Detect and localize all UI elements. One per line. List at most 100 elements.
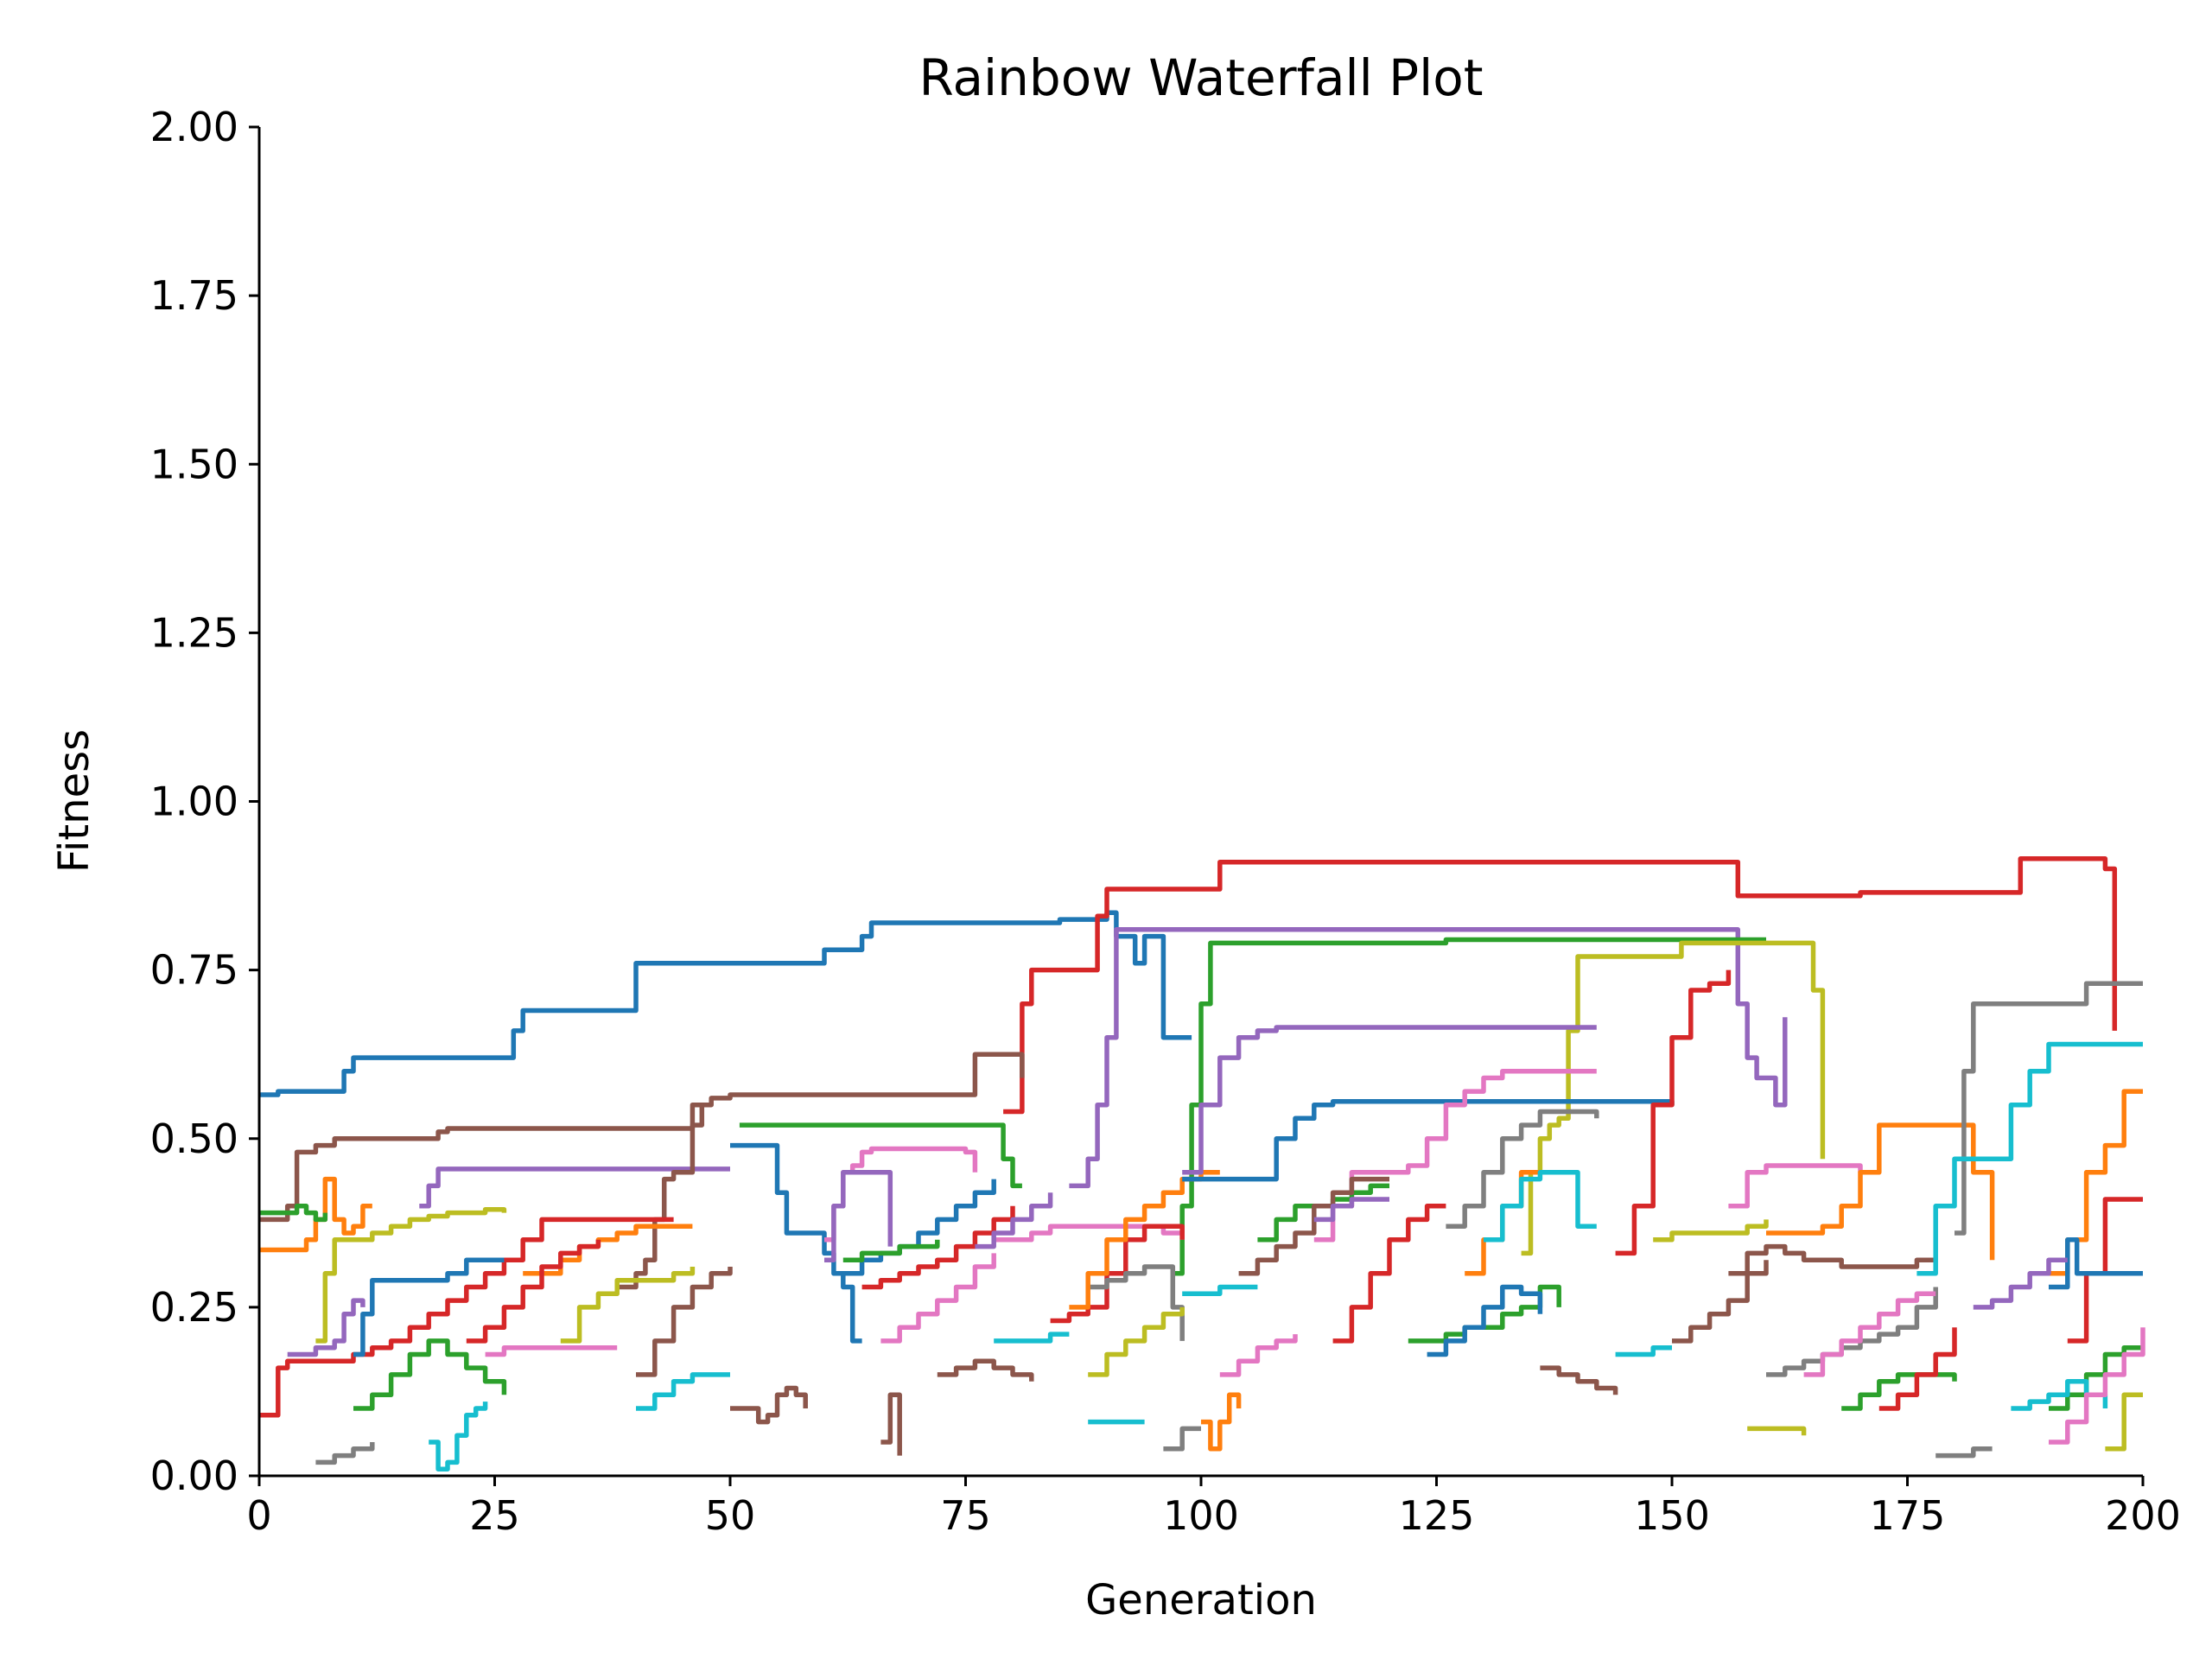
series-line-48 bbox=[1484, 1170, 1597, 1243]
series-line-17 bbox=[287, 1298, 365, 1357]
y-axis-label: Fitness bbox=[50, 729, 99, 873]
series-line-39 bbox=[1088, 1264, 1185, 1341]
series-line-79 bbox=[1540, 1365, 1618, 1395]
series-line-58 bbox=[2049, 1237, 2143, 1290]
y-tick-label: 1.25 bbox=[150, 609, 238, 656]
series-line-43 bbox=[1182, 1025, 1597, 1175]
y-tick-label: 0.25 bbox=[150, 1284, 238, 1331]
series-line-16 bbox=[259, 1217, 674, 1418]
series-line-28 bbox=[730, 1385, 808, 1425]
series-line-44 bbox=[1182, 1099, 1675, 1182]
series-line-9 bbox=[315, 1206, 507, 1344]
series-line-46 bbox=[1446, 1109, 1599, 1229]
series-line-31 bbox=[861, 1205, 1015, 1290]
series-line-74 bbox=[1615, 1344, 1672, 1357]
series-layer bbox=[259, 856, 2145, 1471]
series-line-64 bbox=[1238, 1176, 1389, 1276]
series-line-6 bbox=[259, 1052, 1025, 1223]
series-line-62 bbox=[2049, 1327, 2145, 1445]
series-line-27 bbox=[636, 1372, 730, 1411]
series-line-10 bbox=[259, 1204, 328, 1223]
series-line-22 bbox=[315, 1442, 375, 1465]
x-axis-label: Generation bbox=[1085, 1576, 1317, 1624]
series-line-7 bbox=[419, 1166, 730, 1209]
series-line-25 bbox=[485, 1344, 618, 1357]
series-line-78 bbox=[1201, 1392, 1242, 1452]
series-line-55 bbox=[1916, 1041, 2143, 1276]
series-line-51 bbox=[1728, 1163, 1863, 1209]
series-line-63 bbox=[1257, 1183, 1389, 1243]
series-line-81 bbox=[1936, 1446, 1993, 1459]
series-line-14 bbox=[824, 1170, 893, 1262]
series-line-70 bbox=[1766, 1287, 1938, 1377]
series-line-76 bbox=[1182, 1284, 1258, 1297]
y-tick-label: 1.75 bbox=[150, 272, 238, 319]
series-line-66 bbox=[1332, 1204, 1446, 1344]
series-line-68 bbox=[1427, 1284, 1543, 1357]
series-line-23 bbox=[429, 1402, 488, 1471]
series-line-2 bbox=[1003, 856, 2118, 1115]
series-line-47 bbox=[1465, 1170, 1560, 1276]
series-line-75 bbox=[1163, 1426, 1201, 1452]
series-line-13 bbox=[824, 1146, 978, 1243]
series-line-49 bbox=[1615, 969, 1732, 1256]
series-line-60 bbox=[2049, 1344, 2143, 1411]
series-line-53 bbox=[1728, 1243, 1936, 1276]
series-line-21 bbox=[353, 1338, 507, 1411]
series-line-5 bbox=[1521, 940, 1826, 1256]
series-line-36 bbox=[937, 1358, 1034, 1382]
series-line-26 bbox=[560, 1267, 696, 1344]
series-line-19 bbox=[636, 1267, 733, 1377]
series-line-77 bbox=[1219, 1334, 1298, 1377]
series-line-50 bbox=[1653, 1219, 1769, 1243]
x-tick-label: 175 bbox=[1870, 1492, 1946, 1539]
series-line-72 bbox=[1841, 1372, 1957, 1411]
series-line-24 bbox=[466, 1239, 601, 1344]
chart-title: Rainbow Waterfall Plot bbox=[918, 48, 1483, 107]
series-line-59 bbox=[1973, 1257, 2068, 1310]
x-tick-label: 125 bbox=[1399, 1492, 1475, 1539]
series-line-3 bbox=[1069, 927, 1788, 1189]
series-line-65 bbox=[1313, 1197, 1389, 1223]
y-tick-label: 2.00 bbox=[150, 104, 238, 150]
series-line-38 bbox=[1050, 1224, 1185, 1324]
y-tick-label: 1.00 bbox=[150, 779, 238, 825]
y-tick-label: 0.50 bbox=[150, 1116, 238, 1162]
series-line-45 bbox=[1313, 1068, 1597, 1243]
series-line-35 bbox=[975, 1192, 1053, 1249]
x-tick-label: 75 bbox=[940, 1492, 991, 1539]
series-line-30 bbox=[842, 1239, 940, 1262]
x-tick-label: 150 bbox=[1634, 1492, 1710, 1539]
series-line-8 bbox=[259, 1176, 372, 1253]
series-line-69 bbox=[1672, 1260, 1769, 1344]
x-tick-label: 0 bbox=[246, 1492, 271, 1539]
series-line-82 bbox=[2105, 1392, 2143, 1452]
series-line-12 bbox=[739, 1122, 1022, 1189]
y-ticks: 0.00 0.25 0.50 0.75 1.00 1.25 1.50 1.75 2.00 bbox=[150, 104, 259, 1499]
y-tick-label: 1.50 bbox=[150, 441, 238, 487]
series-line-4 bbox=[1173, 937, 1766, 1276]
series-line-41 bbox=[1088, 1306, 1185, 1377]
series-line-80 bbox=[1747, 1426, 1807, 1436]
y-tick-label: 0.00 bbox=[150, 1452, 238, 1499]
series-line-34 bbox=[994, 1224, 1185, 1243]
x-ticks: 0 25 50 75 100 125 150 175 200 bbox=[246, 1476, 2181, 1539]
series-line-1 bbox=[259, 910, 1192, 1097]
y-tick-label: 0.75 bbox=[150, 947, 238, 994]
x-tick-label: 200 bbox=[2105, 1492, 2181, 1539]
series-line-73 bbox=[1878, 1327, 1957, 1411]
series-line-20 bbox=[353, 1257, 505, 1357]
series-line-54 bbox=[1955, 981, 2143, 1236]
series-line-56 bbox=[2049, 1089, 2143, 1276]
series-line-11 bbox=[730, 1142, 862, 1344]
series-line-52 bbox=[1766, 1122, 1995, 1261]
series-line-32 bbox=[880, 1253, 996, 1344]
x-tick-label: 100 bbox=[1163, 1492, 1239, 1539]
x-tick-label: 50 bbox=[705, 1492, 756, 1539]
series-line-71 bbox=[1803, 1291, 1936, 1377]
series-line-29 bbox=[842, 1179, 996, 1276]
series-line-37 bbox=[994, 1332, 1070, 1344]
series-line-15 bbox=[617, 1104, 705, 1290]
x-tick-label: 25 bbox=[469, 1492, 520, 1539]
